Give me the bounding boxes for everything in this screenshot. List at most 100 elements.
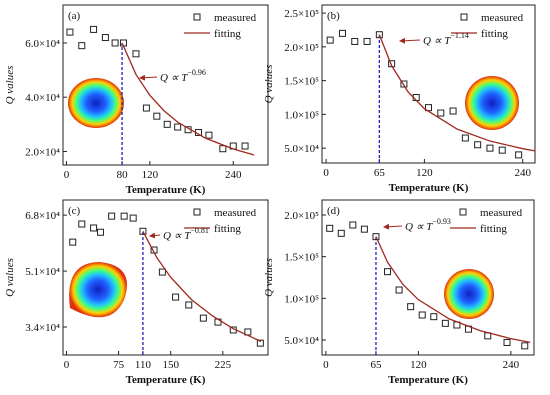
x-tick-label: 65: [370, 359, 382, 371]
data-point: [172, 293, 180, 301]
y-tick-label: 5.0×10⁴: [284, 335, 319, 347]
legend-label: fitting: [481, 28, 508, 40]
data-point: [337, 229, 345, 237]
panel-label: (c): [68, 205, 81, 217]
data-point: [163, 120, 171, 128]
legend-label: fitting: [480, 223, 507, 235]
y-tick-label: 5.1×10⁴: [25, 266, 60, 278]
y-axis-label: Q values: [4, 258, 16, 297]
data-point: [326, 36, 334, 44]
data-point: [185, 301, 193, 309]
y-tick-label: 6.8×10⁴: [25, 210, 60, 222]
data-point: [349, 221, 357, 229]
legend-marker: [193, 13, 201, 21]
legend-label: measured: [481, 12, 524, 24]
data-point: [101, 34, 109, 42]
x-tick-label: 120: [410, 359, 427, 371]
data-point: [66, 28, 74, 36]
data-point: [498, 146, 506, 154]
data-point: [129, 214, 137, 222]
data-point: [430, 313, 438, 321]
y-tick-label: 2.0×10⁴: [25, 146, 60, 158]
data-point: [108, 212, 116, 220]
legend-marker: [459, 208, 467, 216]
x-tick-label: 0: [64, 169, 70, 181]
data-point: [441, 319, 449, 327]
data-point: [351, 37, 359, 45]
y-tick-label: 1.5×10⁵: [284, 76, 319, 88]
annotation: Q ∝ T−0.96: [160, 68, 206, 84]
data-point: [395, 286, 403, 294]
data-point: [486, 144, 494, 152]
data-point: [437, 109, 445, 117]
y-tick-label: 6.0×10⁴: [25, 38, 60, 50]
data-point: [78, 42, 86, 50]
x-tick-label: 150: [162, 359, 179, 371]
data-point: [363, 37, 371, 45]
data-point: [199, 314, 207, 322]
y-tick-label: 1.0×10⁵: [284, 293, 319, 305]
legend-label: fitting: [214, 28, 241, 40]
y-tick-label: 3.4×10⁴: [25, 322, 60, 334]
data-point: [158, 268, 166, 276]
legend-marker: [193, 208, 201, 216]
y-axis-label: Q values: [263, 65, 275, 104]
legend-label: measured: [214, 12, 257, 24]
x-tick-label: 240: [503, 359, 520, 371]
annotation-text: Q ∝ T: [405, 221, 433, 233]
x-axis-label: Temperature (K): [388, 374, 468, 386]
plot-frame: [321, 4, 536, 164]
data-point: [400, 80, 408, 88]
annotation-text: Q ∝ T: [160, 72, 188, 84]
data-point: [78, 220, 86, 228]
x-axis-label: Temperature (K): [126, 374, 206, 386]
fit-line: [121, 42, 255, 156]
x-tick-label: 80: [117, 169, 129, 181]
data-point: [120, 212, 128, 220]
y-axis-label: Q values: [4, 66, 16, 105]
data-point: [372, 233, 380, 241]
data-point: [139, 227, 147, 235]
annotation-text: Q ∝ T: [423, 35, 451, 47]
panel-label: (d): [327, 205, 340, 217]
legend-marker: [460, 13, 468, 21]
inset-image: [68, 76, 519, 319]
plot-frame: [321, 199, 535, 356]
data-point: [461, 134, 469, 142]
data-point: [69, 238, 77, 246]
data-point: [407, 303, 415, 311]
y-tick-label: 4.0×10⁴: [25, 92, 60, 104]
data-point: [142, 104, 150, 112]
y-tick-label: 2.0×10⁵: [284, 210, 319, 222]
annotation-exponent: −0.81: [190, 226, 209, 235]
data-point: [219, 145, 227, 153]
y-tick-label: 2.0×10⁵: [284, 42, 319, 54]
data-point: [97, 228, 105, 236]
legend-label: measured: [480, 207, 523, 219]
y-tick-label: 1.0×10⁵: [284, 109, 319, 121]
data-point: [503, 339, 511, 346]
x-tick-label: 65: [374, 167, 386, 179]
annotation-arrow: [149, 232, 161, 239]
y-tick-label: 1.5×10⁵: [284, 252, 319, 264]
plot-frame: [62, 199, 269, 356]
x-tick-label: 75: [113, 359, 125, 371]
data-point: [111, 39, 119, 47]
data-point: [153, 112, 161, 120]
annotation-exponent: −1.14: [450, 31, 469, 40]
x-tick-label: 240: [225, 169, 242, 181]
x-tick-label: 110: [135, 359, 152, 371]
data-point: [256, 339, 264, 347]
panel-label: (b): [327, 10, 340, 22]
data-point: [384, 268, 392, 276]
x-tick-label: 0: [323, 167, 329, 179]
data-point: [449, 107, 457, 115]
fit-line: [378, 34, 536, 152]
data-point: [174, 123, 182, 131]
annotation-arrow: [383, 223, 403, 230]
x-tick-label: 120: [416, 167, 433, 179]
data-point: [90, 224, 98, 232]
legend-label: fitting: [214, 223, 241, 235]
annotation-exponent: −0.96: [187, 68, 206, 77]
